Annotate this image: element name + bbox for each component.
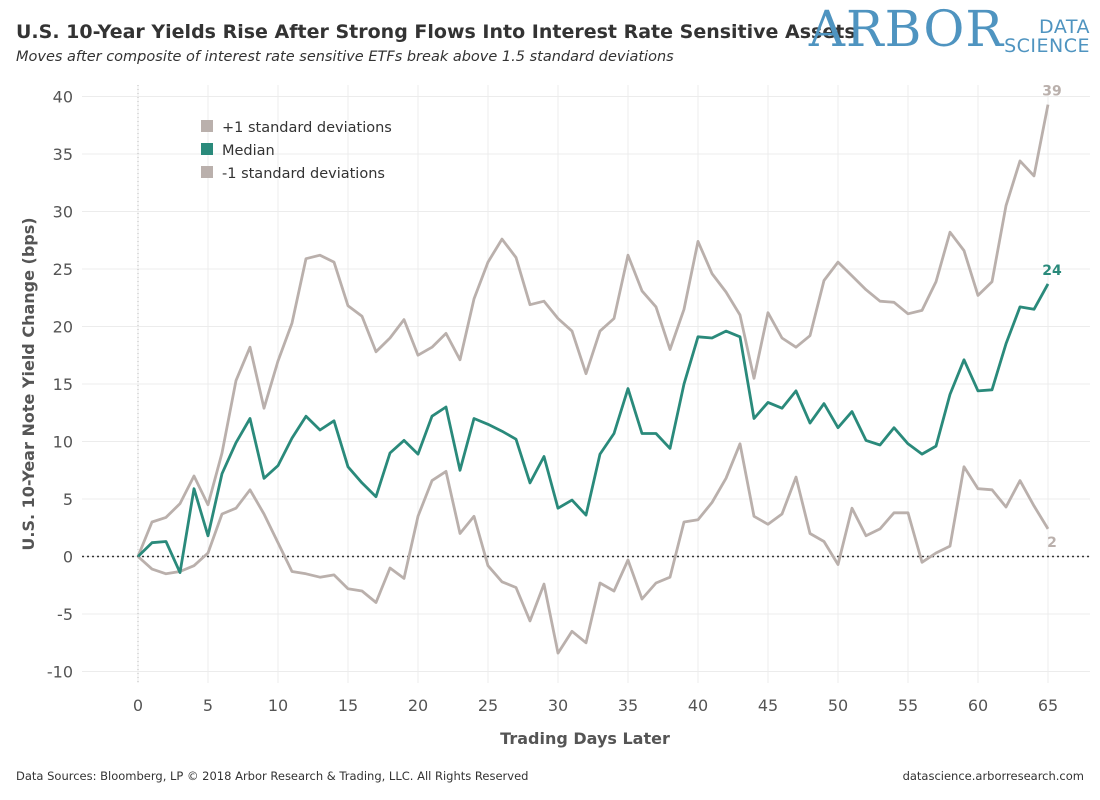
x-tick-label: 0 (133, 696, 143, 715)
end-label: 24 (1042, 263, 1062, 279)
x-axis-title: Trading Days Later (500, 729, 670, 748)
y-tick-label: 5 (63, 490, 73, 509)
series-lines (138, 105, 1048, 654)
y-tick-label: 15 (53, 375, 73, 394)
x-tick-label: 50 (828, 696, 848, 715)
y-tick-label: -10 (47, 663, 73, 682)
footer-sources: Data Sources: Bloomberg, LP © 2018 Arbor… (16, 769, 528, 783)
x-tick-label: 25 (478, 696, 498, 715)
x-tick-label: 5 (203, 696, 213, 715)
x-tick-label: 55 (898, 696, 918, 715)
y-tick-label: -5 (57, 605, 73, 624)
x-tick-label: 35 (618, 696, 638, 715)
x-tick-label: 15 (338, 696, 358, 715)
y-axis-title: U.S. 10-Year Note Yield Change (bps) (19, 217, 38, 550)
y-tick-label: 30 (53, 203, 73, 222)
end-label: 39 (1042, 84, 1061, 100)
y-tick-label: 10 (53, 433, 73, 452)
legend-swatch (201, 143, 213, 155)
x-tick-label: 10 (268, 696, 288, 715)
x-tick-label: 45 (758, 696, 778, 715)
x-axis-ticks: 0 5 10 15 20 25 30 35 40 45 50 55 60 65 (133, 696, 1058, 715)
x-tick-label: 40 (688, 696, 708, 715)
legend-swatch (201, 120, 213, 132)
end-label: 2 (1047, 535, 1057, 551)
legend: +1 standard deviations Median -1 standard … (201, 120, 392, 182)
legend-entry: +1 standard deviations (222, 120, 392, 136)
legend-entry: Median (222, 143, 275, 159)
y-tick-label: 40 (53, 88, 73, 107)
y-axis-ticks: -10 -5 0 5 10 15 20 25 30 35 40 (47, 88, 73, 682)
x-tick-label: 20 (408, 696, 428, 715)
y-tick-label: 25 (53, 260, 73, 279)
x-tick-label: 60 (968, 696, 988, 715)
y-tick-label: 20 (53, 318, 73, 337)
line-chart: 0 5 10 15 20 25 30 35 40 45 50 55 60 65 -10-505101520… (0, 0, 1100, 800)
x-tick-label: 65 (1038, 696, 1058, 715)
series-line-2 (138, 444, 1048, 653)
footer-url: datascience.arborresearch.com (903, 769, 1084, 783)
legend-swatch (201, 166, 213, 178)
y-tick-label: 0 (63, 548, 73, 567)
legend-entry: -1 standard deviations (222, 166, 385, 182)
y-tick-label: 35 (53, 145, 73, 164)
x-tick-label: 30 (548, 696, 568, 715)
